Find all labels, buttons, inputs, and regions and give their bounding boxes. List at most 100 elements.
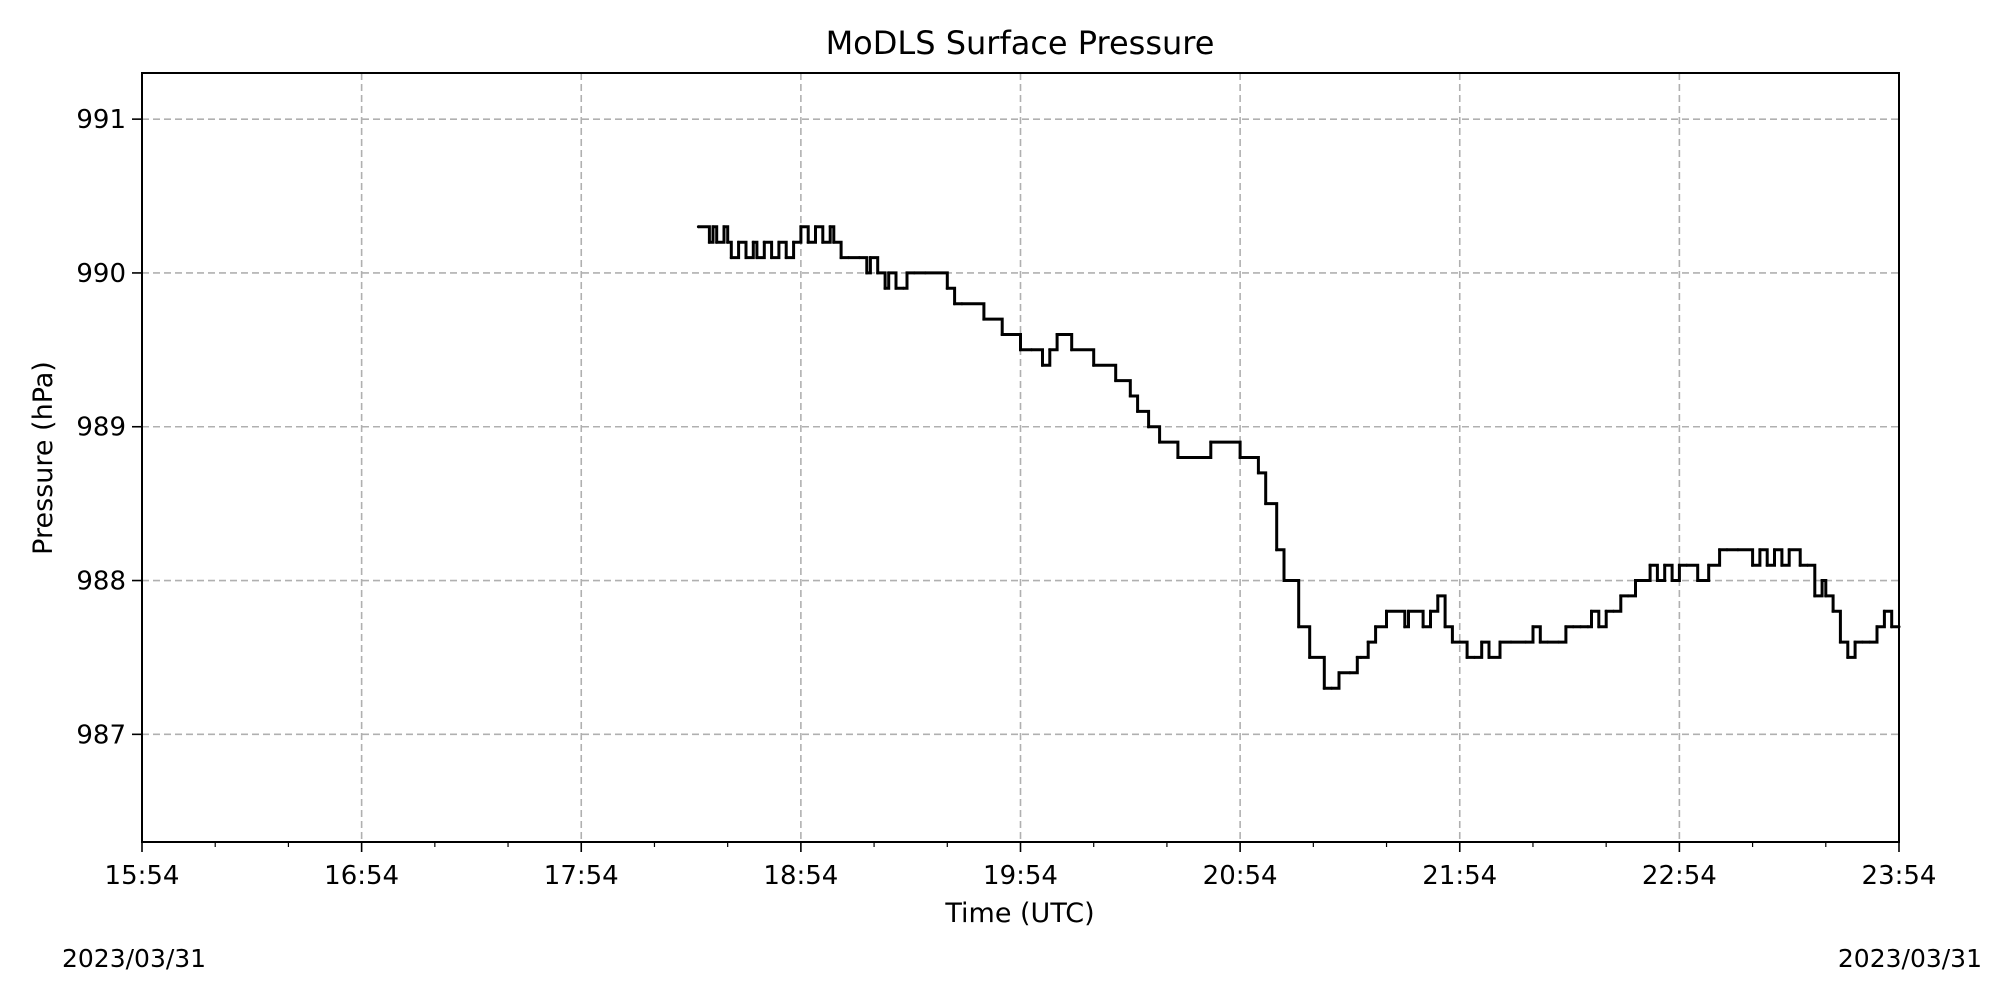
x-axis-label: Time (UTC) (944, 898, 1094, 929)
pressure-point (1337, 671, 1341, 675)
pressure-point (1579, 625, 1582, 629)
pressure-point (1209, 440, 1213, 444)
pressure-point (744, 256, 748, 260)
pressure-point (1663, 563, 1667, 567)
x-tick-label: 17:54 (544, 861, 619, 891)
x-tick-label: 22:54 (1642, 861, 1717, 891)
x-tick-label: 15:54 (105, 861, 180, 891)
pressure-point (1860, 640, 1864, 644)
x-tick-label: 18:54 (763, 861, 838, 891)
pressure-point (1820, 579, 1824, 582)
pressure-point (1677, 563, 1681, 567)
pressure-point (1806, 563, 1809, 567)
pressure-point (1458, 640, 1462, 644)
pressure-point (1590, 609, 1593, 613)
pressure-point (1626, 594, 1630, 598)
grid (142, 73, 1900, 842)
y-tick-label: 988 (76, 567, 126, 597)
pressure-point (912, 271, 916, 275)
y-tick-label: 989 (76, 413, 126, 443)
pressure-point (982, 317, 986, 321)
chart-title: MoDLS Surface Pressure (826, 24, 1215, 62)
ticks: 15:54 16:54 17:54 18:54 19:54 20:54 21:54 22:54… (76, 105, 1936, 891)
pressure-series-line (698, 225, 1899, 690)
pressure-point (868, 256, 872, 260)
pressure-point (1641, 579, 1645, 582)
pressure-point (806, 240, 810, 244)
pressure-point (1282, 579, 1286, 582)
pressure-point (1736, 548, 1740, 552)
pressure-point (1787, 548, 1791, 552)
x-tick-label: 23:54 (1862, 861, 1937, 891)
pressure-point (755, 256, 759, 260)
pressure-point (1538, 640, 1542, 644)
pressure-point (1275, 548, 1279, 552)
pressure-point (1586, 625, 1590, 629)
pressure-point (1472, 655, 1476, 659)
series-layer (696, 225, 1901, 690)
pressure-point (1765, 563, 1769, 567)
x-tick-label: 20:54 (1203, 861, 1278, 891)
pressure-point (737, 240, 741, 244)
pressure-point (857, 256, 861, 260)
date-left-label: 2023/03/31 (62, 944, 207, 973)
pressure-point (1070, 348, 1074, 352)
pressure-point (1030, 348, 1033, 352)
pressure-point (1838, 640, 1842, 644)
pressure-point (1403, 625, 1407, 629)
pressure-point (1612, 609, 1615, 613)
pressure-point (1831, 609, 1835, 613)
pressure-point (865, 271, 869, 275)
pressure-point (1465, 655, 1469, 659)
pressure-point (711, 225, 715, 229)
pressure-point (770, 256, 774, 260)
pressure-point (696, 225, 700, 229)
pressure-point (1546, 640, 1550, 644)
pressure-point (1128, 394, 1132, 398)
pressure-point (1718, 548, 1722, 552)
pressure-point (1407, 609, 1410, 613)
pressure-point (1136, 409, 1140, 413)
pressure-point (1619, 594, 1623, 598)
pressure-point (777, 240, 781, 244)
pressure-point (847, 256, 850, 260)
pressure-point (784, 256, 788, 260)
pressure-point (1824, 594, 1828, 598)
pressure-point (839, 256, 843, 260)
pressure-point (1355, 655, 1359, 659)
pressure-point (832, 240, 836, 244)
pressure-point (1019, 348, 1022, 352)
pressure-point (1366, 640, 1370, 644)
pressure-point (1187, 456, 1191, 459)
pressure-point (1890, 625, 1894, 629)
pressure-point (1322, 686, 1326, 690)
pressure-point (821, 240, 825, 244)
pressure-point (1524, 640, 1528, 644)
pressure-point (960, 302, 964, 306)
pressure-point (1348, 671, 1352, 675)
pressure-point (1000, 333, 1004, 336)
pressure-point (1055, 333, 1059, 336)
pressure-point (814, 225, 817, 229)
pressure-point (1436, 594, 1440, 598)
date-right-label: 2023/03/31 (1837, 944, 1982, 973)
pressure-point (1604, 609, 1608, 613)
pressure-point (887, 271, 891, 275)
pressure-point (1041, 363, 1044, 367)
y-tick-label: 990 (76, 259, 126, 289)
pressure-point (1480, 640, 1484, 644)
pressure-point (901, 286, 905, 290)
pressure-point (876, 271, 880, 275)
y-axis-label: Pressure (hPa) (28, 361, 59, 555)
pressure-point (1256, 471, 1260, 475)
pressure-point (905, 271, 909, 275)
pressure-point (1875, 625, 1879, 629)
pressure-point (1385, 609, 1388, 613)
pressure-point (1655, 579, 1659, 582)
pressure-point (1813, 594, 1817, 598)
pressure-point (751, 240, 755, 244)
pressure-point (894, 286, 898, 290)
pressure-point (1421, 625, 1425, 629)
